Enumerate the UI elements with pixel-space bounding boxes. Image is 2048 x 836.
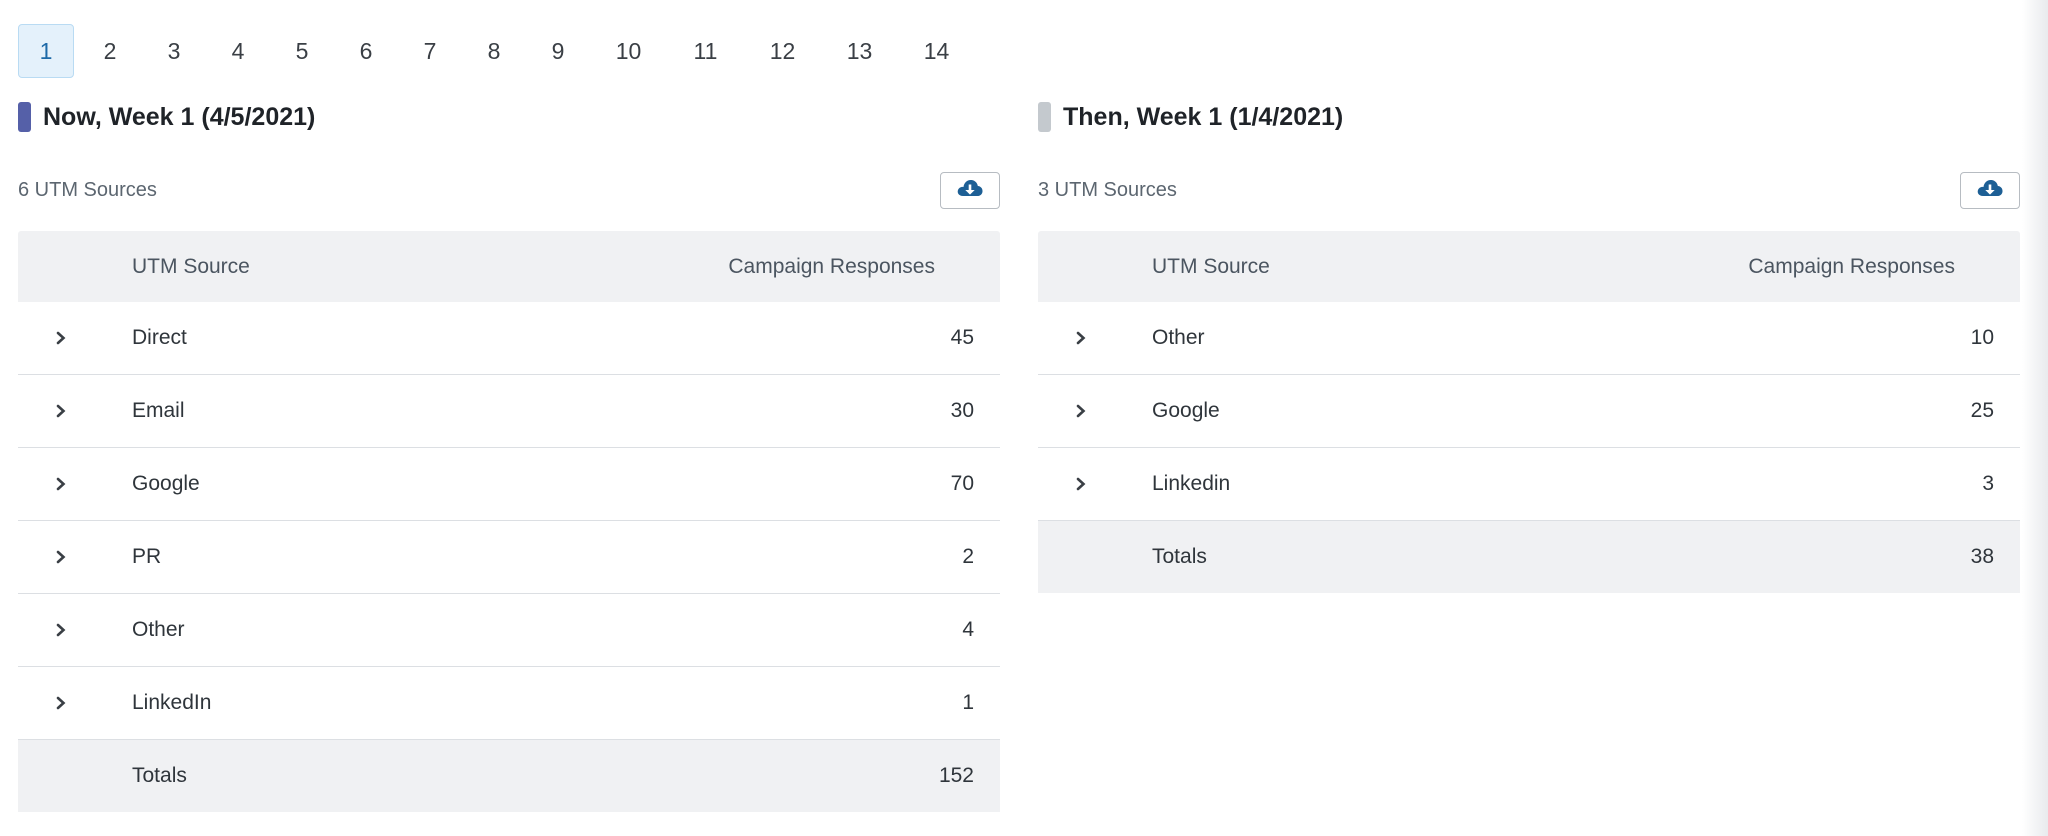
table-row[interactable]: Direct 45 bbox=[18, 302, 1000, 375]
now-title: Now, Week 1 (4/5/2021) bbox=[43, 102, 316, 131]
row-source: Linkedin bbox=[1152, 472, 1231, 495]
totals-label: Totals bbox=[1152, 545, 1207, 568]
row-source: Other bbox=[132, 618, 185, 641]
now-source-count: 6 UTM Sources bbox=[18, 178, 157, 201]
row-source: PR bbox=[132, 545, 162, 568]
table-row[interactable]: Linkedin 3 bbox=[1038, 448, 2020, 521]
totals-label: Totals bbox=[132, 764, 187, 787]
week-tab-6[interactable]: 6 bbox=[359, 37, 373, 64]
week-tab-1[interactable]: 1 bbox=[18, 24, 74, 78]
week-tab-7[interactable]: 7 bbox=[423, 37, 437, 64]
cloud-download-icon bbox=[1976, 177, 2004, 204]
chevron-right-icon[interactable] bbox=[50, 692, 72, 714]
chevron-right-icon[interactable] bbox=[1070, 473, 1092, 495]
week-tab-5[interactable]: 5 bbox=[295, 37, 309, 64]
row-value: 10 bbox=[1970, 326, 1994, 349]
table-row[interactable]: Google 70 bbox=[18, 448, 1000, 521]
then-table: UTM Source Campaign Responses Other 10 G… bbox=[1038, 231, 2020, 593]
now-header-utm-source[interactable]: UTM Source bbox=[132, 254, 250, 278]
row-value: 25 bbox=[1970, 399, 1994, 422]
chevron-right-icon[interactable] bbox=[1070, 400, 1092, 422]
totals-row: Totals 152 bbox=[18, 740, 1000, 812]
table-row[interactable]: Other 10 bbox=[1038, 302, 2020, 375]
then-panel: Then, Week 1 (1/4/2021) 3 UTM Sources UT… bbox=[1038, 102, 2020, 593]
row-value: 45 bbox=[950, 326, 974, 349]
page-edge-shadow bbox=[2022, 0, 2048, 836]
week-tab-14[interactable]: 14 bbox=[923, 37, 950, 64]
now-title-row: Now, Week 1 (4/5/2021) bbox=[18, 102, 1000, 132]
now-table-header: UTM Source Campaign Responses bbox=[18, 231, 1000, 302]
then-download-button[interactable] bbox=[1960, 171, 2020, 209]
row-source: LinkedIn bbox=[132, 691, 212, 714]
row-value: 1 bbox=[962, 691, 974, 714]
row-source: Other bbox=[1152, 326, 1205, 349]
chevron-right-icon[interactable] bbox=[50, 473, 72, 495]
table-row[interactable]: Google 25 bbox=[1038, 375, 2020, 448]
then-source-count: 3 UTM Sources bbox=[1038, 178, 1177, 201]
row-value: 70 bbox=[950, 472, 974, 495]
then-table-header: UTM Source Campaign Responses bbox=[1038, 231, 2020, 302]
week-tabs: 1 2 3 4 5 6 7 8 9 10 11 12 13 14 bbox=[18, 24, 979, 78]
totals-row: Totals 38 bbox=[1038, 521, 2020, 593]
then-header-utm-source[interactable]: UTM Source bbox=[1152, 254, 1270, 278]
table-row[interactable]: Email 30 bbox=[18, 375, 1000, 448]
row-source: Google bbox=[132, 472, 200, 495]
week-tab-3[interactable]: 3 bbox=[167, 37, 181, 64]
cloud-download-icon bbox=[956, 177, 984, 204]
now-panel: Now, Week 1 (4/5/2021) 6 UTM Sources UTM… bbox=[18, 102, 1000, 812]
row-value: 30 bbox=[950, 399, 974, 422]
row-value: 2 bbox=[962, 545, 974, 568]
table-row[interactable]: LinkedIn 1 bbox=[18, 667, 1000, 740]
row-value: 3 bbox=[1982, 472, 1994, 495]
totals-value: 38 bbox=[1970, 545, 1994, 568]
then-subheader: 3 UTM Sources bbox=[1038, 170, 2020, 210]
then-color-marker bbox=[1038, 102, 1051, 132]
then-title: Then, Week 1 (1/4/2021) bbox=[1063, 102, 1344, 131]
week-tab-2[interactable]: 2 bbox=[103, 37, 117, 64]
then-header-campaign-responses[interactable]: Campaign Responses bbox=[1748, 254, 1955, 278]
week-tab-9[interactable]: 9 bbox=[551, 37, 565, 64]
week-tab-13[interactable]: 13 bbox=[846, 37, 873, 64]
table-row[interactable]: PR 2 bbox=[18, 521, 1000, 594]
now-color-marker bbox=[18, 102, 31, 132]
week-tab-11[interactable]: 11 bbox=[693, 37, 718, 64]
table-row[interactable]: Other 4 bbox=[18, 594, 1000, 667]
totals-value: 152 bbox=[938, 764, 974, 787]
chevron-right-icon[interactable] bbox=[50, 619, 72, 641]
week-tab-8[interactable]: 8 bbox=[487, 37, 501, 64]
now-download-button[interactable] bbox=[940, 171, 1000, 209]
row-value: 4 bbox=[962, 618, 974, 641]
row-source: Email bbox=[132, 399, 185, 422]
chevron-right-icon[interactable] bbox=[1070, 327, 1092, 349]
now-header-campaign-responses[interactable]: Campaign Responses bbox=[728, 254, 935, 278]
row-source: Google bbox=[1152, 399, 1220, 422]
chevron-right-icon[interactable] bbox=[50, 546, 72, 568]
week-tab-12[interactable]: 12 bbox=[769, 37, 796, 64]
chevron-right-icon[interactable] bbox=[50, 327, 72, 349]
week-tab-4[interactable]: 4 bbox=[231, 37, 245, 64]
week-tab-10[interactable]: 10 bbox=[615, 37, 642, 64]
now-table: UTM Source Campaign Responses Direct 45 … bbox=[18, 231, 1000, 812]
chevron-right-icon[interactable] bbox=[50, 400, 72, 422]
then-title-row: Then, Week 1 (1/4/2021) bbox=[1038, 102, 2020, 132]
row-source: Direct bbox=[132, 326, 187, 349]
now-subheader: 6 UTM Sources bbox=[18, 170, 1000, 210]
